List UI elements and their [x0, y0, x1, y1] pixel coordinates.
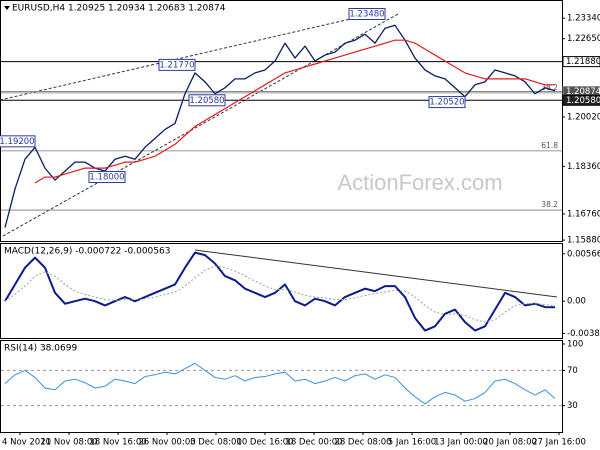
- x-tick-label: 18 Dec 00:00: [285, 438, 342, 448]
- series-line: [4, 251, 556, 332]
- y-tick-label: 0.005661: [567, 249, 600, 259]
- y-tick-label: 30: [567, 401, 578, 411]
- x-tick-label: 27 Jan 16:00: [532, 438, 586, 448]
- x-tick-label: 5 Jan 16:00: [388, 438, 436, 448]
- y-tick-label: 100: [567, 340, 583, 350]
- annotation-label: 1.21770: [159, 60, 194, 70]
- trend-line: [0, 13, 373, 101]
- watermark: ActionForex.com: [337, 170, 502, 195]
- series-line: [4, 24, 556, 228]
- annotation-box: [88, 171, 126, 184]
- level-box: [562, 94, 600, 106]
- macd-trend-line: [194, 249, 558, 298]
- panel-title: MACD(12,26,9) -0.000722 -0.000563: [4, 247, 170, 257]
- annotation-box: [348, 8, 386, 21]
- x-tick-label: 20 Jan 08:00: [483, 438, 537, 448]
- x-tick-label: 13 Jan 00:00: [434, 438, 488, 448]
- annotation-box: [188, 94, 226, 107]
- x-tick-label: 18 Nov 16:00: [89, 438, 146, 448]
- macd-panel: [0, 243, 563, 339]
- fib-label: 38.2: [541, 200, 558, 209]
- y-tick-label: 1.22650: [567, 34, 600, 44]
- y-tick-label: 1.15880: [567, 236, 600, 246]
- price-panel: [0, 0, 563, 242]
- annotation-label: 1.19200: [0, 137, 35, 147]
- series-line: [34, 39, 555, 184]
- x-tick-label: 26 Nov 00:00: [138, 438, 195, 448]
- annotation-label: 1.18000: [89, 173, 124, 183]
- menu-triangle: [4, 6, 10, 10]
- panel-title: EURUSD,H4 1.20925 1.20934 1.20683 1.2087…: [12, 4, 226, 14]
- x-tick-label: 4 Nov 2020: [2, 438, 51, 448]
- y-tick-label: -0.00384: [567, 329, 600, 339]
- rsi-panel: [0, 340, 563, 433]
- y-tick-label: 1.20020: [567, 112, 600, 122]
- series-line: [4, 265, 556, 323]
- level-label: 1.21880: [566, 57, 600, 67]
- y-tick-label: 70: [567, 366, 578, 376]
- series-line: [4, 362, 556, 405]
- panel-title: RSI(14) 38.0699: [4, 344, 77, 354]
- annotation-box: [158, 58, 196, 71]
- y-tick-label: 1.18360: [567, 162, 600, 172]
- annotation-label: 1.20520: [429, 98, 464, 108]
- annotation-label: 1.23480: [349, 10, 384, 20]
- y-tick-label: 1.16760: [567, 209, 600, 219]
- x-tick-label: 3 Dec 08:00: [190, 438, 242, 448]
- x-tick-label: 11 Nov 08:00: [40, 438, 97, 448]
- annotation-box: [428, 96, 466, 109]
- level-label: 1.20580: [566, 96, 600, 106]
- y-tick-label: 1.23340: [567, 14, 600, 24]
- level-label: 1.20874: [566, 87, 600, 97]
- fib-label: 38.2: [541, 83, 558, 92]
- annotation-box: [0, 135, 36, 148]
- y-tick-label: 0.00: [567, 297, 586, 307]
- x-tick-label: 10 Dec 16:00: [236, 438, 293, 448]
- fib-label: 61.8: [541, 141, 558, 150]
- annotation-label: 1.20580: [189, 96, 224, 106]
- trend-line: [2, 13, 399, 237]
- x-tick-label: 28 Dec 08:00: [334, 438, 391, 448]
- level-box: [562, 56, 600, 68]
